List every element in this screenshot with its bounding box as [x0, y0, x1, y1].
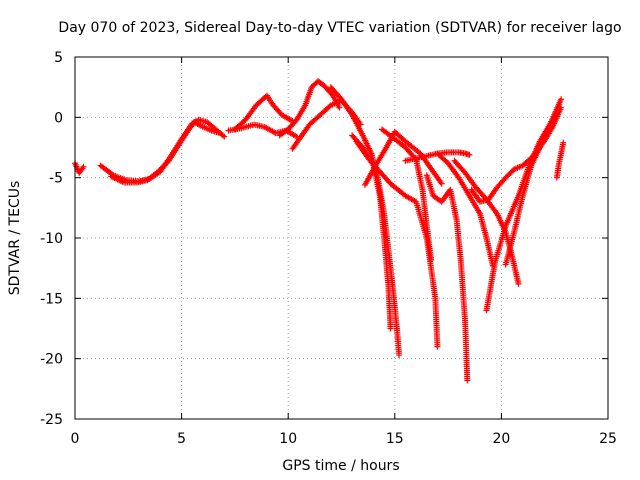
data-point — [560, 139, 567, 146]
series-arc-14 — [423, 172, 471, 384]
data-point — [160, 163, 167, 170]
x-tick-label: 5 — [177, 431, 186, 447]
series-arc-19 — [502, 111, 560, 268]
data-point — [161, 161, 168, 168]
data-point — [466, 151, 473, 158]
series-arc-07 — [289, 97, 364, 152]
data-point — [326, 103, 333, 110]
y-tick-label: -15 — [40, 291, 63, 307]
series-arc-12 — [379, 126, 435, 263]
y-tick-label: -25 — [40, 412, 63, 428]
data-point — [515, 280, 522, 287]
y-tick-label: 5 — [54, 50, 63, 66]
y-axis-ticks: -25 -20 -15 -10 -5 0 5 — [40, 50, 608, 428]
series-arc-15 — [434, 150, 496, 269]
data-point — [434, 343, 441, 350]
series-arc-20 — [553, 139, 567, 181]
y-tick-label: 0 — [54, 110, 63, 126]
y-axis-label: SDTVAR / TECUs — [7, 181, 23, 296]
y-tick-label: -20 — [40, 352, 63, 368]
data-point — [558, 96, 565, 103]
data-point — [396, 352, 403, 359]
data-point — [553, 111, 560, 118]
series-arc-01 — [72, 160, 87, 176]
data-point — [387, 325, 394, 332]
x-tick-label: 20 — [492, 431, 510, 447]
data-point — [216, 130, 223, 137]
data-points — [72, 78, 567, 384]
data-point — [156, 167, 163, 174]
data-point — [157, 165, 164, 172]
data-point — [464, 377, 471, 384]
plot-frame — [74, 56, 609, 420]
series-arc-13 — [402, 149, 473, 164]
data-point — [80, 163, 87, 170]
data-point — [155, 168, 162, 175]
data-point — [221, 133, 228, 140]
y-tick-label: -10 — [40, 231, 63, 247]
x-tick-label: 15 — [386, 431, 404, 447]
data-point — [336, 104, 343, 111]
data-point — [438, 180, 445, 187]
data-point — [328, 91, 335, 98]
data-point — [164, 159, 171, 166]
x-axis-ticks: 0 5 10 15 20 25 — [71, 57, 617, 447]
series-arc-10 — [353, 138, 441, 350]
x-tick-label: 25 — [599, 431, 617, 447]
grid — [75, 57, 608, 419]
data-point — [163, 160, 170, 167]
x-tick-label: 0 — [71, 431, 80, 447]
data-point — [159, 164, 166, 171]
y-tick-label: -5 — [49, 171, 63, 187]
x-axis-label: GPS time / hours — [282, 458, 399, 474]
data-point — [428, 256, 435, 263]
series-arc-03 — [108, 119, 223, 186]
chart-title: Day 070 of 2023, Sidereal Day-to-day VTE… — [58, 20, 621, 36]
x-tick-label: 10 — [279, 431, 297, 447]
